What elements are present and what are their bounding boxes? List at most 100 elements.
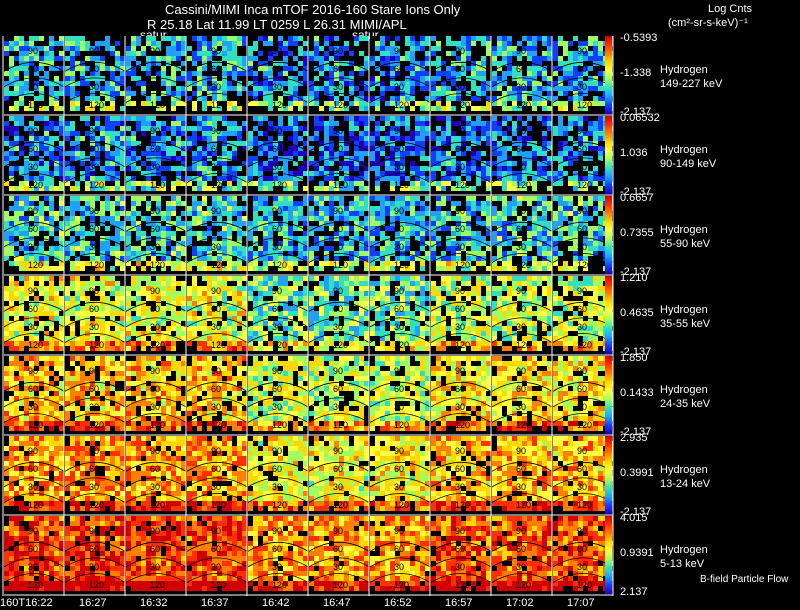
panel-angle-label: 120 <box>333 180 348 190</box>
colorbar-max-label: 1.210 <box>620 272 648 285</box>
panel-angle-label: 30 <box>333 322 343 332</box>
time-label: 16:32 <box>140 597 168 610</box>
panel-angle-label: 60 <box>455 304 465 314</box>
panel-angle-label: 30 <box>455 82 465 92</box>
panel-angle-label: 90 <box>150 126 160 136</box>
panel-angle-label: 60 <box>272 384 282 394</box>
panel-angle-label: 90 <box>516 126 526 136</box>
panel-angle-label: 60 <box>89 304 99 314</box>
panel-angle-label: 90 <box>394 206 404 216</box>
panel-angle-label: 120 <box>89 420 104 430</box>
panel-angle-label: 120 <box>455 420 470 430</box>
panel-angle-label: 60 <box>333 544 343 554</box>
panel-angle-label: 90 <box>211 286 221 296</box>
panel-angle-label: 60 <box>150 464 160 474</box>
panel-angle-label: 120 <box>577 260 592 270</box>
panel-angle-label: 120 <box>577 500 592 510</box>
panel-angle-label: 120 <box>211 340 226 350</box>
panel-angle-label: 60 <box>28 64 38 74</box>
panel-angle-label: 60 <box>272 464 282 474</box>
panel-angle-label: 60 <box>455 384 465 394</box>
panel-angle-label: 30 <box>211 82 221 92</box>
panel-angle-label: 30 <box>394 82 404 92</box>
panel-angle-label: 120 <box>28 420 43 430</box>
panel-angle-label: 90 <box>150 446 160 456</box>
panel-angle-label: 90 <box>89 366 99 376</box>
colorbar <box>605 276 612 354</box>
panel-angle-label: 90 <box>211 206 221 216</box>
panel-angle-label: 120 <box>516 580 531 590</box>
panel-angle-label: 60 <box>272 224 282 234</box>
panel-angle-label: 30 <box>211 322 221 332</box>
panel-angle-label: 30 <box>89 402 99 412</box>
time-label: 16:37 <box>201 597 229 610</box>
panel-angle-label: 60 <box>89 224 99 234</box>
time-label: 16:47 <box>323 597 351 610</box>
panel-angle-label: 120 <box>516 420 531 430</box>
panel-angle-label: 30 <box>150 242 160 252</box>
colorbar-max-label: 1.850 <box>620 352 648 365</box>
panel-angle-label: 90 <box>28 126 38 136</box>
panel-angle-label: 60 <box>333 304 343 314</box>
panel-angle-label: 90 <box>577 206 587 216</box>
panel-angle-label: 90 <box>28 526 38 536</box>
panel-angle-label: 90 <box>333 126 343 136</box>
panel-angle-label: 60 <box>516 304 526 314</box>
panel-angle-label: 90 <box>333 366 343 376</box>
panel-angle-label: 30 <box>455 402 465 412</box>
panel-angle-label: 60 <box>150 544 160 554</box>
species-label: Hydrogen <box>660 543 708 557</box>
panel-angle-label: 90 <box>272 366 282 376</box>
panel-angle-label: 90 <box>577 366 587 376</box>
panel-angle-label: 120 <box>89 100 104 110</box>
panel-angle-label: 60 <box>150 64 160 74</box>
time-label: 17:07 <box>567 597 595 610</box>
panel-angle-label: 120 <box>211 180 226 190</box>
footer-note: B-field Particle Flow <box>700 573 788 586</box>
panel-angle-label: 120 <box>150 580 165 590</box>
panel-angle-label: 120 <box>333 100 348 110</box>
energy-range-label: 55-90 keV <box>660 237 710 251</box>
panel-angle-label: 30 <box>394 322 404 332</box>
panel-angle-label: 60 <box>577 224 587 234</box>
panel-angle-label: 30 <box>272 562 282 572</box>
colorbar <box>605 196 612 274</box>
panel-angle-label: 120 <box>272 420 287 430</box>
panel-angle-label: 30 <box>333 162 343 172</box>
panel-angle-label: 60 <box>272 144 282 154</box>
panel-angle-label: 30 <box>577 82 587 92</box>
panel-angle-label: 120 <box>455 500 470 510</box>
panel-angle-label: 90 <box>272 126 282 136</box>
panel-angle-label: 90 <box>394 446 404 456</box>
panel-angle-label: 30 <box>516 482 526 492</box>
energy-range-label: 149-227 keV <box>660 77 722 91</box>
time-label: 17:02 <box>506 597 534 610</box>
panel-angle-label: 90 <box>333 206 343 216</box>
time-label: 16:27 <box>79 597 107 610</box>
panel-angle-label: 120 <box>577 340 592 350</box>
panel-angle-label: 30 <box>272 242 282 252</box>
panel-angle-label: 30 <box>28 242 38 252</box>
panel-angle-label: 60 <box>394 144 404 154</box>
panel-angle-label: 90 <box>211 126 221 136</box>
panel-angle-label: 60 <box>89 464 99 474</box>
panel-angle-label: 60 <box>516 384 526 394</box>
panel-angle-label: 90 <box>272 526 282 536</box>
panel-angle-label: 90 <box>394 366 404 376</box>
panel-angle-label: 90 <box>28 446 38 456</box>
panel-angle-label: 30 <box>333 242 343 252</box>
